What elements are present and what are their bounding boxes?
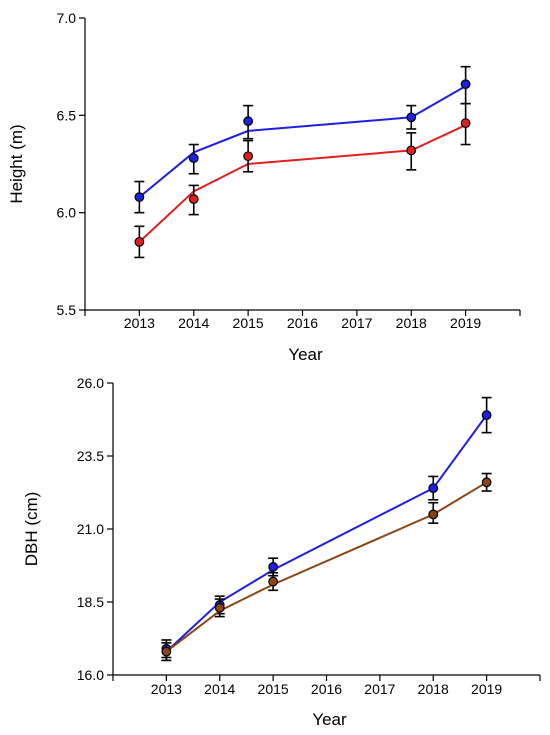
x-tick-label: 2014: [178, 315, 209, 331]
data-point: [406, 145, 417, 156]
series-2: [134, 102, 471, 259]
data-point: [134, 236, 145, 247]
data-point: [243, 151, 254, 162]
x-tick-label: 2014: [204, 681, 235, 697]
x-tick-label: 2016: [311, 681, 342, 697]
y-tick-label: 5.5: [57, 302, 77, 318]
series-2: [161, 472, 492, 662]
y-tick-label: 7.0: [57, 10, 77, 26]
y-axis-title: DBH (cm): [22, 492, 41, 567]
data-point: [188, 153, 199, 164]
x-tick-label: 2015: [258, 681, 289, 697]
data-point: [460, 118, 471, 129]
chart-1: 5.5 6.0 6.5 7.0 2013 2014 2015 2016 2017 2018 2019…: [7, 10, 521, 364]
y-tick-label: 18.5: [77, 594, 104, 610]
x-tick-label: 2015: [233, 315, 264, 331]
data-point: [428, 509, 439, 520]
data-point: [161, 646, 172, 657]
x-tick-label: 2019: [471, 681, 502, 697]
x-tick-label: 2018: [396, 315, 427, 331]
data-point: [188, 194, 199, 204]
series-1: [134, 65, 471, 214]
y-axis-title: Height (m): [7, 124, 26, 203]
data-point: [268, 562, 279, 572]
x-tick-label: 2019: [450, 315, 481, 331]
y-tick-label: 23.5: [77, 448, 104, 464]
x-axis-title: Year: [312, 710, 347, 729]
x-tick-label: 2018: [418, 681, 449, 697]
y-tick-label: 26.0: [77, 375, 104, 391]
series-line: [138, 124, 467, 243]
data-point: [460, 79, 471, 90]
data-point: [134, 192, 145, 202]
x-tick-label: 2017: [364, 681, 395, 697]
data-point: [481, 410, 492, 421]
data-point: [214, 602, 225, 613]
series-line: [138, 85, 467, 198]
x-tick-label: 2017: [341, 315, 372, 331]
data-point: [481, 477, 492, 488]
data-point: [406, 112, 417, 123]
y-tick-label: 16.0: [77, 667, 104, 683]
x-axis-title: Year: [288, 345, 323, 364]
series-line: [165, 481, 488, 653]
data-point: [268, 576, 279, 587]
data-point: [243, 116, 254, 127]
y-tick-label: 21.0: [77, 521, 104, 537]
data-point: [428, 483, 439, 494]
y-tick-label: 6.0: [57, 205, 77, 221]
chart-2: 16.0 18.5 21.0 23.5 26.0 2013 2014 2015 2016 2017…: [22, 375, 541, 729]
x-tick-label: 2013: [124, 315, 155, 331]
y-tick-label: 6.5: [57, 107, 77, 123]
x-tick-label: 2016: [287, 315, 318, 331]
x-tick-label: 2013: [151, 681, 182, 697]
